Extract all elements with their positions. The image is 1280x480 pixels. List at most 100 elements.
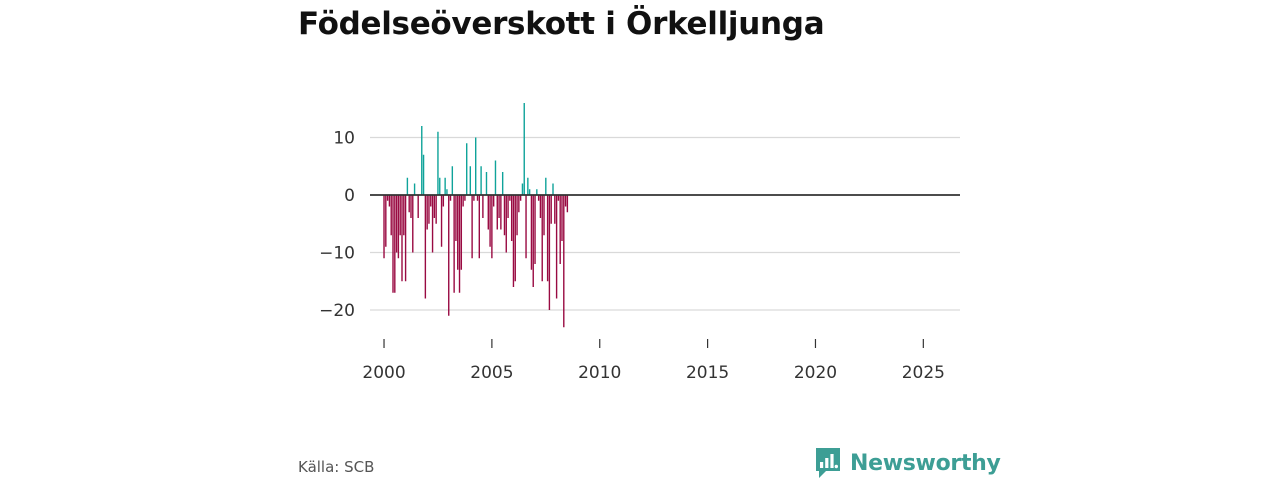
bar bbox=[403, 195, 405, 236]
bar bbox=[469, 166, 472, 195]
bar bbox=[446, 189, 448, 195]
bar bbox=[501, 172, 504, 195]
bar bbox=[546, 195, 549, 282]
bar bbox=[424, 195, 427, 299]
bar bbox=[566, 195, 569, 213]
bar bbox=[485, 172, 488, 195]
y-tick-label: 10 bbox=[333, 129, 355, 149]
bar bbox=[532, 195, 534, 287]
bar bbox=[440, 195, 443, 247]
bar bbox=[514, 195, 516, 282]
bar bbox=[557, 195, 560, 201]
bar bbox=[528, 189, 531, 195]
bar bbox=[492, 195, 495, 207]
bar bbox=[505, 195, 507, 253]
bar bbox=[401, 195, 403, 282]
bar bbox=[464, 195, 466, 201]
bar bbox=[457, 195, 459, 270]
bar bbox=[413, 183, 416, 195]
bar bbox=[417, 195, 419, 218]
bar bbox=[516, 195, 518, 236]
bar bbox=[523, 103, 525, 195]
bar bbox=[448, 195, 450, 316]
bar bbox=[399, 195, 401, 236]
bar bbox=[386, 195, 389, 201]
bar bbox=[512, 195, 515, 287]
bar bbox=[475, 137, 477, 195]
bar bbox=[406, 177, 409, 195]
newsworthy-brand[interactable]: Newsworthy bbox=[814, 447, 1001, 479]
bar bbox=[455, 195, 457, 241]
bar bbox=[563, 195, 565, 328]
bar bbox=[498, 195, 500, 218]
bar bbox=[507, 195, 509, 218]
bar bbox=[518, 195, 520, 213]
bar bbox=[537, 195, 540, 201]
bar bbox=[431, 195, 434, 253]
y-tick-label: 0 bbox=[344, 186, 355, 206]
bar bbox=[453, 195, 455, 293]
bar bbox=[525, 195, 527, 259]
bar bbox=[422, 154, 425, 195]
bar bbox=[435, 195, 437, 224]
bar bbox=[509, 195, 511, 201]
bar bbox=[473, 195, 475, 201]
bar bbox=[478, 195, 480, 259]
bar bbox=[539, 195, 542, 218]
x-tick-label: 2005 bbox=[470, 363, 513, 383]
bar bbox=[439, 177, 441, 195]
bar bbox=[530, 195, 533, 270]
bar bbox=[550, 195, 552, 224]
bar bbox=[527, 177, 529, 195]
bar bbox=[482, 195, 484, 218]
bar bbox=[421, 126, 423, 195]
source-label: Källa: SCB bbox=[298, 458, 375, 476]
bar bbox=[383, 195, 385, 259]
y-tick-label: −10 bbox=[319, 244, 355, 264]
bar bbox=[491, 195, 493, 259]
bar bbox=[410, 195, 412, 218]
bar bbox=[503, 195, 506, 236]
bar bbox=[426, 195, 428, 230]
x-tick-label: 2015 bbox=[686, 363, 729, 383]
bar bbox=[487, 195, 489, 230]
bar bbox=[458, 195, 461, 293]
bar bbox=[476, 195, 479, 201]
bar bbox=[559, 195, 561, 264]
bar bbox=[545, 177, 547, 195]
bar bbox=[554, 195, 556, 224]
bar bbox=[466, 143, 468, 195]
bar bbox=[390, 195, 392, 236]
bar bbox=[555, 195, 558, 299]
bar bbox=[392, 195, 394, 293]
bar bbox=[444, 177, 446, 195]
bar bbox=[521, 183, 524, 195]
bar bbox=[385, 195, 387, 247]
bar bbox=[489, 195, 491, 247]
bar bbox=[395, 195, 398, 253]
bar bbox=[394, 195, 396, 293]
bar bbox=[462, 195, 464, 207]
bar bbox=[430, 195, 432, 207]
bar bbox=[534, 195, 536, 264]
bar bbox=[480, 166, 482, 195]
x-tick-label: 2020 bbox=[794, 363, 837, 383]
bar bbox=[451, 166, 454, 195]
bar bbox=[496, 195, 498, 230]
bar bbox=[397, 195, 400, 259]
bar bbox=[449, 195, 452, 201]
bar bbox=[460, 195, 463, 270]
newsworthy-logo-icon bbox=[816, 448, 840, 478]
bar bbox=[388, 195, 391, 207]
bar bbox=[437, 131, 439, 195]
bar bbox=[412, 195, 414, 253]
brand-name: Newsworthy bbox=[850, 450, 1001, 476]
x-tick-label: 2000 bbox=[362, 363, 405, 383]
bar bbox=[428, 195, 430, 224]
bar bbox=[471, 195, 473, 259]
bar bbox=[442, 195, 445, 207]
bar bbox=[536, 189, 538, 195]
bar bbox=[552, 183, 554, 195]
y-tick-label: −20 bbox=[319, 301, 355, 321]
bar bbox=[433, 195, 436, 218]
